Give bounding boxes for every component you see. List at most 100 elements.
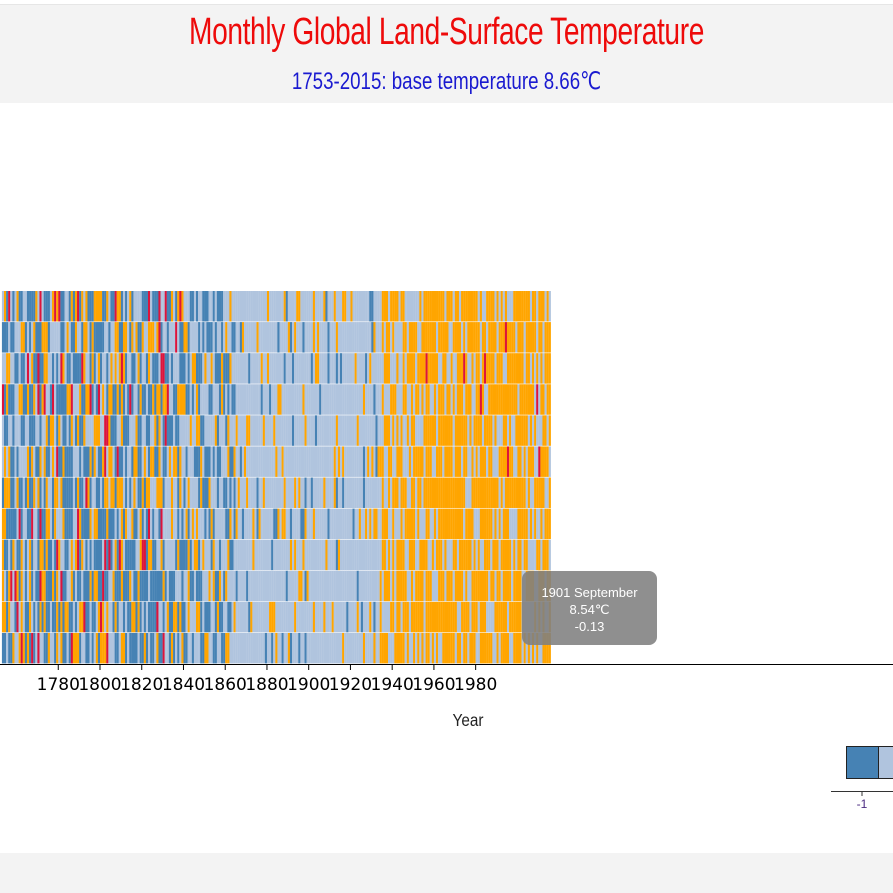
heatmap-cell [486, 353, 489, 384]
heatmap-cell [275, 539, 278, 571]
heatmap-cell [475, 322, 478, 353]
heatmap-cell [450, 446, 453, 477]
heatmap-cell [344, 601, 347, 633]
heatmap-cell [275, 291, 278, 322]
x-tick-label: 1840 [162, 675, 205, 695]
heatmap-cell [410, 508, 414, 540]
heatmap-cell [310, 539, 313, 571]
heatmap-cell [214, 477, 217, 508]
heatmap-cell [91, 632, 94, 664]
heatmap-cell [515, 601, 518, 633]
heatmap-cell [402, 570, 405, 602]
heatmap-cell [296, 601, 299, 633]
heatmap-cell [523, 291, 526, 322]
heatmap-cell [325, 632, 328, 664]
heatmap-cell [304, 508, 307, 540]
heatmap-cell [221, 477, 224, 508]
heatmap-cell [70, 384, 73, 415]
heatmap-cell [114, 353, 117, 384]
heatmap-cell [206, 601, 209, 633]
heatmap-cell [208, 322, 211, 353]
heatmap-cell [310, 446, 313, 477]
heatmap-cell [350, 632, 353, 664]
heatmap-cell [179, 322, 182, 353]
heatmap-cell [31, 508, 34, 540]
heatmap-cell [273, 632, 276, 664]
heatmap-cell [492, 291, 495, 322]
heatmap-cell [488, 384, 491, 415]
heatmap-cell [337, 570, 341, 602]
heatmap-cell [183, 632, 186, 664]
heatmap-cell [346, 415, 349, 446]
heatmap-cell [81, 384, 84, 415]
heatmap-cell [346, 353, 349, 384]
heatmap-cell [377, 601, 380, 633]
heatmap-cell [511, 570, 514, 602]
heatmap-cell [150, 601, 153, 633]
heatmap-cell [175, 570, 178, 602]
heatmap-cell [35, 291, 38, 322]
heatmap-cell [104, 384, 107, 415]
heatmap-cell [481, 508, 485, 540]
heatmap-cell [519, 446, 522, 477]
heatmap-cell [436, 508, 439, 540]
heatmap-cell [264, 291, 268, 322]
heatmap-cell [187, 632, 190, 664]
heatmap-cell [131, 477, 134, 508]
heatmap-cell [141, 322, 144, 353]
heatmap-cell [513, 477, 516, 508]
heatmap-cell [35, 384, 38, 415]
heatmap-cell [89, 322, 92, 353]
heatmap-cell [534, 384, 537, 415]
heatmap-cell [227, 601, 230, 633]
heatmap-cell [325, 384, 328, 415]
heatmap-cell [292, 322, 295, 353]
heatmap-cell [214, 508, 217, 540]
heatmap-cell [24, 415, 28, 446]
heatmap-cell [519, 322, 522, 353]
heatmap-cell [396, 446, 399, 477]
heatmap-cell [233, 322, 236, 353]
tooltip-date: 1901 September [541, 585, 638, 600]
heatmap-cell [77, 477, 80, 508]
heatmap-cell [317, 353, 320, 384]
heatmap-cell [116, 632, 119, 664]
heatmap-cell [404, 508, 407, 540]
heatmap-cell [31, 477, 34, 508]
heatmap-cell [64, 322, 67, 353]
heatmap-cell [296, 353, 299, 384]
heatmap-cell [431, 601, 435, 633]
heatmap-cell [206, 539, 209, 571]
heatmap-cell [177, 570, 180, 602]
heatmap-cell [454, 384, 457, 415]
heatmap-cell [26, 291, 30, 322]
heatmap-cell [400, 384, 403, 415]
heatmap-cell [388, 601, 391, 633]
heatmap-cell [354, 570, 357, 602]
heatmap-cell [312, 508, 316, 540]
heatmap-cell [77, 415, 80, 446]
heatmap-cell [173, 570, 176, 602]
heatmap-cell [302, 415, 305, 446]
heatmap-cell [175, 384, 178, 415]
heatmap-cell [250, 570, 253, 602]
heatmap-cell [8, 291, 11, 322]
heatmap-cell [486, 477, 489, 508]
heatmap-cell [548, 322, 551, 353]
heatmap-cell [254, 508, 257, 540]
heatmap-cell [266, 539, 270, 571]
heatmap-cell [133, 415, 136, 446]
heatmap-cell [352, 446, 355, 477]
heatmap-cell [231, 570, 234, 602]
heatmap-cell [500, 601, 503, 633]
heatmap-cell [22, 291, 25, 322]
heatmap-cell [70, 477, 73, 508]
heatmap-cell [340, 601, 343, 633]
heatmap-cell [394, 539, 397, 571]
heatmap-cell [333, 477, 336, 508]
heatmap-cell [120, 601, 124, 633]
heatmap-cell [327, 291, 330, 322]
heatmap-cell [467, 508, 470, 540]
heatmap-cell [266, 508, 270, 540]
heatmap-cell [26, 384, 30, 415]
